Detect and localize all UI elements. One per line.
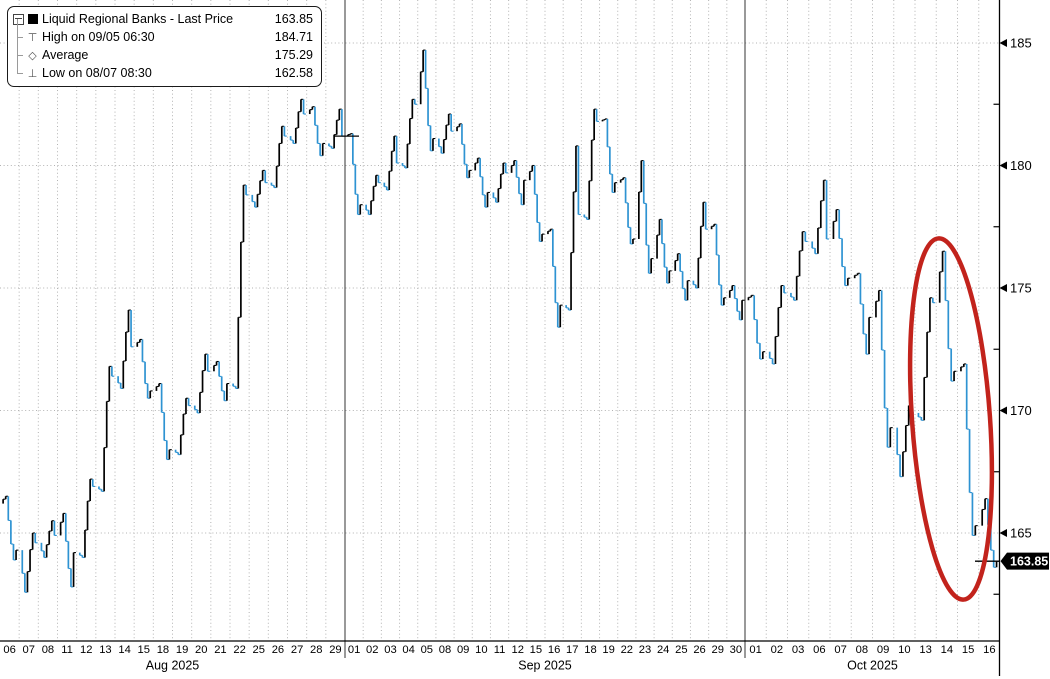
y-tick-arrow-icon [999, 284, 1007, 292]
y-tick-label: 180 [1010, 158, 1032, 173]
day-label: 12 [512, 644, 524, 656]
highlight-ellipse-annotation [907, 236, 995, 602]
day-label: 15 [530, 644, 542, 656]
day-label: 10 [898, 644, 910, 656]
y-tick-label: 185 [1010, 36, 1032, 51]
day-label: 03 [384, 644, 396, 656]
day-label: 02 [771, 644, 783, 656]
day-label: 05 [421, 644, 433, 656]
day-label: 08 [856, 644, 868, 656]
day-label: 11 [61, 644, 73, 656]
last-price-badge [1000, 552, 1049, 570]
tree-branch-end [13, 55, 27, 82]
average-value: 175.29 [274, 48, 313, 62]
day-label: 30 [730, 644, 742, 656]
day-label: 25 [675, 644, 687, 656]
day-label: 09 [457, 644, 469, 656]
day-label: 03 [792, 644, 804, 656]
tree-expander-icon[interactable] [13, 13, 24, 25]
series-swatch-icon [28, 14, 38, 24]
series-last-price: 163.85 [274, 12, 313, 26]
tree-branch [13, 37, 27, 64]
low-label: Low on 08/07 08:30 [42, 66, 152, 80]
day-label: 29 [712, 644, 724, 656]
day-label: 16 [548, 644, 560, 656]
day-label: 13 [919, 644, 931, 656]
day-label: 17 [566, 644, 578, 656]
day-label: 18 [157, 644, 169, 656]
day-label: 23 [639, 644, 651, 656]
day-label: 20 [195, 644, 207, 656]
high-label: High on 09/05 06:30 [42, 30, 155, 44]
day-label: 24 [657, 644, 669, 656]
day-label: 01 [348, 644, 360, 656]
day-label: 21 [214, 644, 226, 656]
legend-row-average[interactable]: ◇ Average 175.29 [13, 37, 313, 64]
day-label: 10 [475, 644, 487, 656]
y-tick-arrow-icon [999, 161, 1007, 170]
day-label: 09 [877, 644, 889, 656]
y-tick-label: 175 [1010, 281, 1032, 296]
day-label: 14 [941, 644, 953, 656]
y-tick-arrow-icon [999, 39, 1007, 47]
day-label: 12 [80, 644, 92, 656]
legend-row-high[interactable]: ⊤ High on 09/05 06:30 184.71 [13, 19, 313, 46]
day-label: 01 [749, 644, 761, 656]
low-value: 162.58 [274, 66, 313, 80]
day-label: 22 [621, 644, 633, 656]
high-marker-icon: ⊤ [27, 31, 38, 44]
legend-row-low[interactable]: ⊥ Low on 08/07 08:30 162.58 [13, 55, 313, 82]
day-label: 08 [439, 644, 451, 656]
day-label: 28 [310, 644, 322, 656]
y-tick-label: 165 [1010, 526, 1032, 541]
y-tick-label: 170 [1010, 403, 1032, 418]
day-label: 29 [329, 644, 341, 656]
day-label: 07 [23, 644, 35, 656]
day-label: 06 [813, 644, 825, 656]
low-marker-icon: ⊥ [27, 67, 38, 80]
day-label: 22 [233, 644, 245, 656]
day-label: 26 [693, 644, 705, 656]
day-label: 14 [118, 644, 130, 656]
day-label: 18 [584, 644, 596, 656]
y-tick-arrow-icon [999, 529, 1007, 537]
month-label: Oct 2025 [847, 659, 898, 673]
series-label: Liquid Regional Banks - Last Price [42, 12, 234, 26]
day-label: 07 [834, 644, 846, 656]
day-label: 11 [494, 644, 506, 656]
chart-legend: Liquid Regional Banks - Last Price 163.8… [7, 6, 322, 87]
day-label: 04 [402, 644, 414, 656]
high-value: 184.71 [274, 30, 313, 44]
average-label: Average [42, 48, 89, 62]
month-label: Aug 2025 [146, 659, 200, 673]
day-label: 15 [962, 644, 974, 656]
day-label: 13 [99, 644, 111, 656]
day-label: 27 [291, 644, 303, 656]
day-label: 19 [176, 644, 188, 656]
day-label: 15 [138, 644, 150, 656]
last-price-badge-label: 163.85 [1010, 554, 1048, 568]
day-label: 26 [272, 644, 284, 656]
day-label: 06 [3, 644, 15, 656]
day-label: 16 [983, 644, 995, 656]
y-tick-arrow-icon [999, 406, 1007, 415]
month-label: Sep 2025 [518, 659, 572, 673]
tree-branch [13, 19, 27, 46]
day-label: 19 [602, 644, 614, 656]
day-label: 08 [42, 644, 54, 656]
average-marker-icon: ◇ [28, 49, 37, 62]
day-label: 25 [253, 644, 265, 656]
legend-row-series[interactable]: Liquid Regional Banks - Last Price 163.8… [13, 10, 313, 28]
day-label: 02 [366, 644, 378, 656]
